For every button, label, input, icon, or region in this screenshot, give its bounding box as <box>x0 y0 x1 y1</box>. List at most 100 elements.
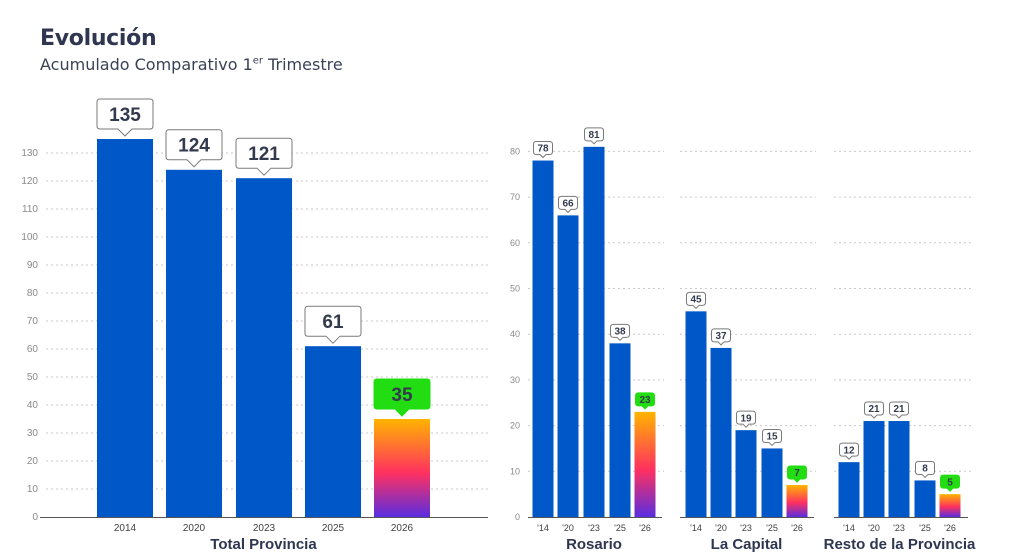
data-label-box <box>711 328 731 346</box>
x-tick-label: '20 <box>868 523 880 533</box>
subtitle-ordinal: er <box>252 55 264 67</box>
bar <box>838 462 860 517</box>
y-tick-label: 80 <box>510 146 520 156</box>
data-label-box <box>96 98 154 137</box>
bar <box>609 343 631 517</box>
x-tick-label: '20 <box>715 523 727 533</box>
bar <box>532 160 554 518</box>
x-tick-label: 2025 <box>322 523 345 534</box>
data-label: 78 <box>537 144 549 155</box>
y-tick-label: 70 <box>510 192 520 202</box>
x-axis-title: Resto de la Provincia <box>824 536 976 553</box>
x-tick-label: 2023 <box>253 523 276 534</box>
data-label: 12 <box>843 445 855 456</box>
bar <box>583 146 605 517</box>
data-label-box <box>940 474 960 492</box>
bar <box>710 347 732 517</box>
data-label-box <box>839 442 859 460</box>
bar <box>374 419 430 517</box>
data-label: 37 <box>715 331 727 342</box>
bar <box>735 430 757 517</box>
x-tick-label: '23 <box>588 523 600 533</box>
y-tick-label: 110 <box>22 204 38 215</box>
data-label: 124 <box>178 136 210 157</box>
bar <box>97 139 153 517</box>
x-tick-label: '23 <box>740 523 752 533</box>
y-tick-label: 40 <box>27 400 39 411</box>
y-tick-label: 80 <box>27 288 39 299</box>
y-tick-label: 90 <box>27 260 39 271</box>
y-tick-label: 50 <box>27 372 39 383</box>
data-label-box <box>558 195 578 214</box>
bar <box>236 178 292 517</box>
data-label: 45 <box>690 294 702 305</box>
data-label-box <box>736 410 756 428</box>
data-label: 5 <box>947 477 953 488</box>
x-axis-title: Rosario <box>566 536 622 553</box>
x-tick-label: '14 <box>537 523 549 533</box>
data-label: 23 <box>639 395 651 406</box>
x-tick-label: 2014 <box>114 523 137 534</box>
x-tick-label: '26 <box>639 523 651 533</box>
bar <box>634 411 656 517</box>
data-label: 81 <box>588 130 600 141</box>
x-tick-label: 2020 <box>183 523 206 534</box>
chart-subtitle: Acumulado Comparativo 1er Trimestre <box>40 55 343 74</box>
chart-header: Evolución Acumulado Comparativo 1er Trim… <box>40 26 343 74</box>
data-label-box <box>762 428 782 447</box>
data-label-box <box>686 291 706 310</box>
data-label-box <box>889 401 909 419</box>
bar <box>166 169 222 518</box>
bar <box>914 480 936 517</box>
bar <box>557 215 579 517</box>
data-label-box <box>533 141 553 159</box>
y-tick-label: 10 <box>27 484 39 495</box>
y-tick-label: 120 <box>21 176 38 187</box>
data-label: 15 <box>766 432 778 443</box>
data-label-box <box>787 465 807 483</box>
x-tick-label: '25 <box>919 523 931 533</box>
bar <box>888 421 910 517</box>
data-label: 38 <box>614 326 626 337</box>
data-label-box <box>635 392 655 410</box>
y-tick-label: 20 <box>27 456 39 467</box>
data-label: 21 <box>893 404 905 415</box>
data-label: 61 <box>322 312 344 333</box>
y-tick-label: 40 <box>510 329 520 339</box>
bar <box>305 346 361 517</box>
x-tick-label: '26 <box>791 523 803 533</box>
x-tick-label: '14 <box>690 523 702 533</box>
x-tick-label: '25 <box>766 523 778 533</box>
y-tick-label: 100 <box>21 232 38 243</box>
bar <box>685 311 707 517</box>
data-label: 7 <box>794 468 800 479</box>
y-tick-label: 10 <box>510 466 520 476</box>
data-label-box <box>864 401 884 419</box>
x-tick-label: '23 <box>893 523 905 533</box>
y-tick-label: 130 <box>21 148 38 159</box>
data-label-box <box>235 137 293 176</box>
chart-total: 0 10 20 30 40 50 60 70 80 90 100 110 120 130 135 2014 12… <box>21 98 488 553</box>
bar <box>761 448 783 517</box>
data-label: 19 <box>740 413 752 424</box>
x-tick-label: 2026 <box>391 523 414 534</box>
y-tick-label: 30 <box>510 375 520 385</box>
chart-rosario: 0 10 20 30 40 50 60 70 80 78 '14 66 '20 81 '23 38 '25 23 '… <box>510 127 664 553</box>
data-label-box <box>610 323 630 342</box>
x-axis-title: La Capital <box>711 536 783 553</box>
bar <box>939 494 961 517</box>
chart-capital: 45 '14 37 '20 19 '23 15 '25 7 '26 La Capital <box>680 150 816 553</box>
data-label: 121 <box>248 144 280 165</box>
data-label-box <box>304 305 362 344</box>
y-tick-label: 60 <box>27 344 39 355</box>
chart-title: Evolución <box>40 26 157 51</box>
y-tick-label: 20 <box>510 421 520 431</box>
data-label: 66 <box>562 198 574 209</box>
x-tick-label: '20 <box>562 523 574 533</box>
x-tick-label: '25 <box>614 523 626 533</box>
bar <box>863 421 885 517</box>
y-tick-label: 70 <box>27 316 39 327</box>
subtitle-tail: Trimestre <box>263 55 343 74</box>
y-tick-label: 50 <box>510 284 520 294</box>
